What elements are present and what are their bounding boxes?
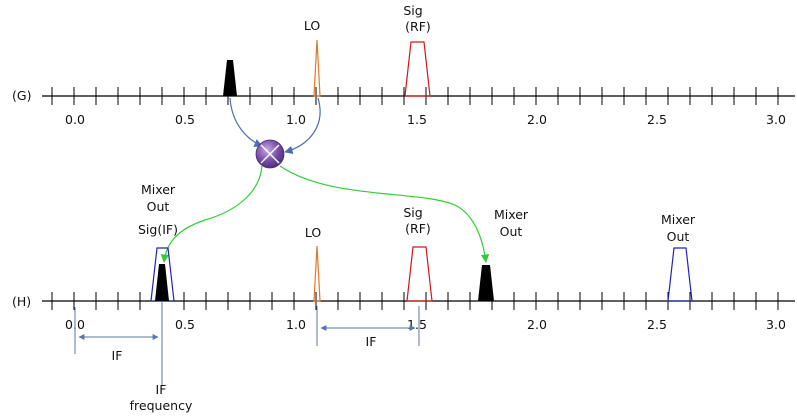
h-sig-label-line2: (RF)	[405, 221, 431, 236]
g-sig-label-line1: Sig	[403, 3, 422, 18]
h-mixer-out-right-label-line1: Mixer	[661, 212, 696, 227]
axis-g-tick-label: 0.5	[175, 112, 195, 127]
g-sig-label-line2: (RF)	[405, 19, 431, 34]
h-mixer-out-left-pulse	[155, 264, 169, 301]
g-lo-pulse	[313, 39, 321, 97]
h-mixer-out-left-label-line2: Out	[147, 199, 170, 214]
axis-g-tick-label: 1.5	[407, 112, 427, 127]
h-lo-pulse	[313, 245, 321, 302]
axis-h-tick-label: 2.0	[527, 317, 547, 332]
h-mixer-out-left-label-line1: Mixer	[141, 182, 176, 197]
h-mixer-out-right-pulse	[667, 247, 693, 302]
axis-g-row-label: (G)	[12, 88, 31, 103]
axis-g-tick-label: 2.5	[647, 112, 667, 127]
axis-g: (G) 0.0 0.5 1.0 1.5 2.0 2.5 3.0 LO Sig (…	[12, 3, 795, 127]
h-sig-if-label: Sig(IF)	[138, 222, 178, 237]
axis-g-tick-labels: 0.0 0.5 1.0 1.5 2.0 2.5 3.0	[65, 112, 786, 127]
h-lo-label: LO	[305, 225, 322, 240]
arrow-lo-to-mixer	[284, 97, 321, 155]
axis-g-tick-label: 1.0	[286, 112, 306, 127]
axis-h-tick-labels: 0.0 0.5 1.0 1.5 2.0 2.5 3.0	[65, 317, 786, 332]
if-right-label: IF	[366, 334, 377, 349]
if-left-label: IF	[112, 348, 123, 363]
axis-g-tick-label: 3.0	[766, 112, 786, 127]
axis-h-tick-label: 3.0	[766, 317, 786, 332]
arrow-mixer-to-mixer-out	[279, 165, 490, 263]
axis-h-tick-label: 1.5	[407, 317, 427, 332]
g-rf-pulse	[404, 41, 431, 97]
g-image-pulse	[223, 60, 237, 96]
mixer-cross-circle-icon	[255, 139, 285, 169]
axis-h-tick-label: 1.0	[286, 317, 306, 332]
arrow-mixer-to-if	[160, 165, 263, 263]
axis-h-tick-label: 2.5	[647, 317, 667, 332]
g-lo-label: LO	[304, 18, 321, 33]
if-frequency-label-line1: IF	[156, 382, 167, 397]
axis-g-tick-label: 0.0	[65, 112, 85, 127]
h-mixer-out-right-label-line2: Out	[667, 229, 690, 244]
if-frequency-label-line2: frequency	[130, 398, 193, 413]
axis-g-tick-label: 2.0	[527, 112, 547, 127]
h-rf-pulse	[406, 246, 433, 302]
h-mixer-out-mid-label-line2: Out	[500, 224, 523, 239]
axis-h-row-label: (H)	[12, 294, 31, 309]
h-mixer-out-mid-label-line1: Mixer	[494, 207, 529, 222]
axis-h-tick-label: 0.5	[175, 317, 195, 332]
h-mixer-out-mid-pulse	[478, 265, 494, 301]
axis-h: (H) 0.0 0.5 1.0 1.5 2.0 2.5 3.0 Mixer Ou…	[12, 182, 795, 332]
arrow-image-to-mixer	[229, 97, 263, 147]
if-measurements: IF IF IF frequency	[74, 301, 420, 413]
h-sig-label-line1: Sig	[403, 205, 422, 220]
